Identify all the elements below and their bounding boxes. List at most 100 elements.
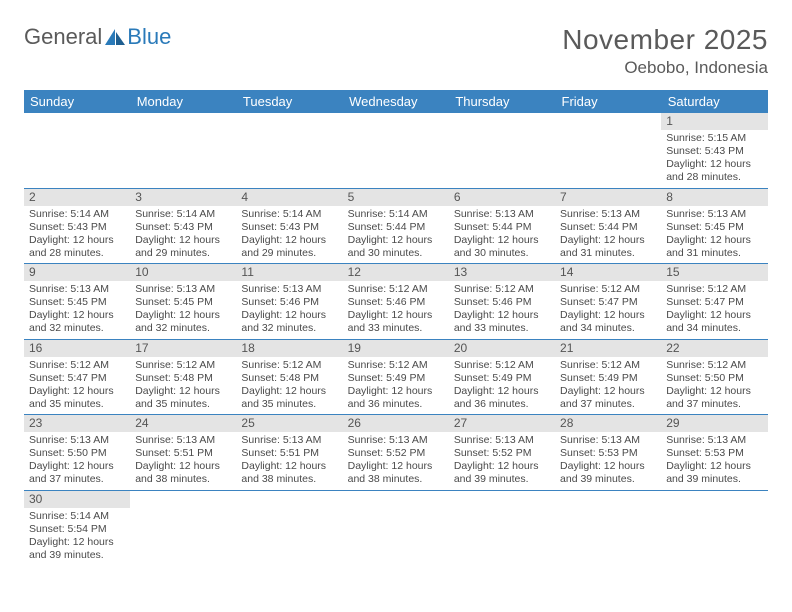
daylight-line: Daylight: 12 hours and 39 minutes.	[560, 460, 656, 486]
sunrise-line: Sunrise: 5:15 AM	[666, 132, 762, 145]
day-body: Sunrise: 5:13 AMSunset: 5:45 PMDaylight:…	[24, 281, 130, 339]
calendar-cell: 23Sunrise: 5:13 AMSunset: 5:50 PMDayligh…	[24, 415, 130, 491]
daylight-line: Daylight: 12 hours and 32 minutes.	[29, 309, 125, 335]
sunset-line: Sunset: 5:46 PM	[241, 296, 337, 309]
daylight-line: Daylight: 12 hours and 34 minutes.	[560, 309, 656, 335]
weekday-header: Wednesday	[343, 90, 449, 113]
sunrise-line: Sunrise: 5:12 AM	[241, 359, 337, 372]
calendar-cell: 4Sunrise: 5:14 AMSunset: 5:43 PMDaylight…	[236, 188, 342, 264]
calendar-cell: 13Sunrise: 5:12 AMSunset: 5:46 PMDayligh…	[449, 264, 555, 340]
calendar-cell	[343, 113, 449, 188]
calendar-cell	[236, 113, 342, 188]
sunrise-line: Sunrise: 5:13 AM	[241, 283, 337, 296]
location: Oebobo, Indonesia	[562, 58, 768, 78]
sunset-line: Sunset: 5:53 PM	[666, 447, 762, 460]
sunrise-line: Sunrise: 5:13 AM	[454, 434, 550, 447]
sunrise-line: Sunrise: 5:12 AM	[348, 283, 444, 296]
daylight-line: Daylight: 12 hours and 28 minutes.	[29, 234, 125, 260]
sunset-line: Sunset: 5:45 PM	[135, 296, 231, 309]
sunrise-line: Sunrise: 5:13 AM	[29, 283, 125, 296]
calendar-cell: 2Sunrise: 5:14 AMSunset: 5:43 PMDaylight…	[24, 188, 130, 264]
sunrise-line: Sunrise: 5:12 AM	[560, 283, 656, 296]
day-body: Sunrise: 5:12 AMSunset: 5:48 PMDaylight:…	[236, 357, 342, 415]
day-number: 28	[555, 415, 661, 432]
sunrise-line: Sunrise: 5:12 AM	[29, 359, 125, 372]
sunset-line: Sunset: 5:50 PM	[666, 372, 762, 385]
sunrise-line: Sunrise: 5:13 AM	[454, 208, 550, 221]
day-body: Sunrise: 5:12 AMSunset: 5:47 PMDaylight:…	[24, 357, 130, 415]
calendar-cell: 8Sunrise: 5:13 AMSunset: 5:45 PMDaylight…	[661, 188, 767, 264]
sunrise-line: Sunrise: 5:14 AM	[29, 208, 125, 221]
daylight-line: Daylight: 12 hours and 36 minutes.	[348, 385, 444, 411]
daylight-line: Daylight: 12 hours and 37 minutes.	[560, 385, 656, 411]
sunrise-line: Sunrise: 5:13 AM	[348, 434, 444, 447]
sunrise-line: Sunrise: 5:14 AM	[241, 208, 337, 221]
calendar-cell: 21Sunrise: 5:12 AMSunset: 5:49 PMDayligh…	[555, 339, 661, 415]
weekday-header: Thursday	[449, 90, 555, 113]
daylight-line: Daylight: 12 hours and 28 minutes.	[666, 158, 762, 184]
day-body: Sunrise: 5:12 AMSunset: 5:49 PMDaylight:…	[343, 357, 449, 415]
sunset-line: Sunset: 5:52 PM	[454, 447, 550, 460]
day-number: 15	[661, 264, 767, 281]
calendar-cell	[661, 490, 767, 565]
sunrise-line: Sunrise: 5:12 AM	[560, 359, 656, 372]
day-number: 17	[130, 340, 236, 357]
day-body: Sunrise: 5:12 AMSunset: 5:49 PMDaylight:…	[449, 357, 555, 415]
day-number: 8	[661, 189, 767, 206]
calendar-cell	[555, 490, 661, 565]
sunset-line: Sunset: 5:44 PM	[348, 221, 444, 234]
calendar-cell: 25Sunrise: 5:13 AMSunset: 5:51 PMDayligh…	[236, 415, 342, 491]
sunrise-line: Sunrise: 5:13 AM	[666, 208, 762, 221]
daylight-line: Daylight: 12 hours and 39 minutes.	[454, 460, 550, 486]
daylight-line: Daylight: 12 hours and 29 minutes.	[241, 234, 337, 260]
day-number: 9	[24, 264, 130, 281]
logo-word1: General	[24, 24, 102, 50]
day-number: 24	[130, 415, 236, 432]
sunrise-line: Sunrise: 5:13 AM	[560, 208, 656, 221]
sunset-line: Sunset: 5:43 PM	[666, 145, 762, 158]
day-body: Sunrise: 5:14 AMSunset: 5:43 PMDaylight:…	[24, 206, 130, 264]
day-number: 12	[343, 264, 449, 281]
calendar-cell: 6Sunrise: 5:13 AMSunset: 5:44 PMDaylight…	[449, 188, 555, 264]
daylight-line: Daylight: 12 hours and 39 minutes.	[666, 460, 762, 486]
calendar-row: 30Sunrise: 5:14 AMSunset: 5:54 PMDayligh…	[24, 490, 768, 565]
day-number: 6	[449, 189, 555, 206]
day-number: 19	[343, 340, 449, 357]
day-number: 1	[661, 113, 767, 130]
title-block: November 2025 Oebobo, Indonesia	[562, 24, 768, 78]
day-number: 2	[24, 189, 130, 206]
day-number: 3	[130, 189, 236, 206]
sunset-line: Sunset: 5:47 PM	[666, 296, 762, 309]
daylight-line: Daylight: 12 hours and 38 minutes.	[241, 460, 337, 486]
day-body: Sunrise: 5:13 AMSunset: 5:52 PMDaylight:…	[449, 432, 555, 490]
daylight-line: Daylight: 12 hours and 33 minutes.	[454, 309, 550, 335]
sunset-line: Sunset: 5:45 PM	[29, 296, 125, 309]
day-body: Sunrise: 5:15 AMSunset: 5:43 PMDaylight:…	[661, 130, 767, 188]
calendar-cell: 16Sunrise: 5:12 AMSunset: 5:47 PMDayligh…	[24, 339, 130, 415]
day-number: 20	[449, 340, 555, 357]
calendar-row: 1Sunrise: 5:15 AMSunset: 5:43 PMDaylight…	[24, 113, 768, 188]
day-number: 18	[236, 340, 342, 357]
sunset-line: Sunset: 5:51 PM	[135, 447, 231, 460]
sunset-line: Sunset: 5:43 PM	[241, 221, 337, 234]
day-number: 10	[130, 264, 236, 281]
weekday-header: Friday	[555, 90, 661, 113]
day-number: 23	[24, 415, 130, 432]
day-number: 27	[449, 415, 555, 432]
calendar-cell: 7Sunrise: 5:13 AMSunset: 5:44 PMDaylight…	[555, 188, 661, 264]
sunrise-line: Sunrise: 5:12 AM	[135, 359, 231, 372]
day-body: Sunrise: 5:13 AMSunset: 5:45 PMDaylight:…	[661, 206, 767, 264]
day-body: Sunrise: 5:13 AMSunset: 5:46 PMDaylight:…	[236, 281, 342, 339]
day-body: Sunrise: 5:13 AMSunset: 5:53 PMDaylight:…	[555, 432, 661, 490]
day-body: Sunrise: 5:14 AMSunset: 5:54 PMDaylight:…	[24, 508, 130, 566]
sunset-line: Sunset: 5:43 PM	[135, 221, 231, 234]
day-body: Sunrise: 5:12 AMSunset: 5:47 PMDaylight:…	[555, 281, 661, 339]
daylight-line: Daylight: 12 hours and 35 minutes.	[135, 385, 231, 411]
sunset-line: Sunset: 5:43 PM	[29, 221, 125, 234]
day-number: 26	[343, 415, 449, 432]
calendar-cell: 28Sunrise: 5:13 AMSunset: 5:53 PMDayligh…	[555, 415, 661, 491]
day-number: 30	[24, 491, 130, 508]
daylight-line: Daylight: 12 hours and 31 minutes.	[560, 234, 656, 260]
sunset-line: Sunset: 5:53 PM	[560, 447, 656, 460]
sunset-line: Sunset: 5:45 PM	[666, 221, 762, 234]
